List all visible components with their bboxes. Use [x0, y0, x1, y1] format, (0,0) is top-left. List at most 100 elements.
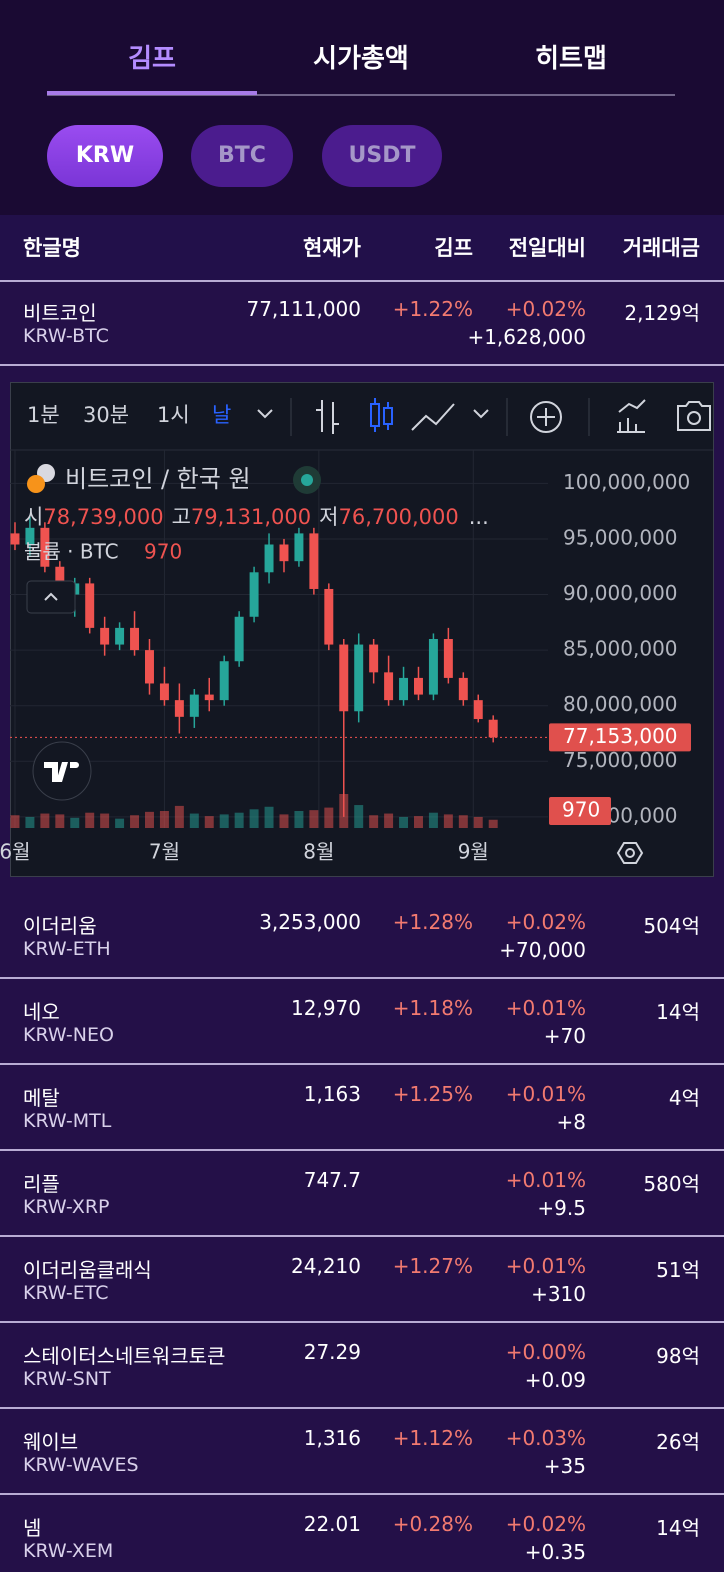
volume-bar — [204, 816, 214, 828]
volume-bar — [458, 815, 468, 828]
volume-bar — [369, 815, 379, 828]
chart-frame — [10, 382, 714, 877]
price: 77,111,000 — [246, 297, 361, 321]
coin-name: 웨이브 — [23, 1430, 79, 1454]
change-abs: +35 — [543, 1454, 586, 1478]
y-tick-label: 95,000,000 — [563, 525, 678, 549]
tab[interactable]: 시가총액 — [313, 44, 409, 74]
volume-bar — [70, 817, 80, 828]
change-abs: +0.09 — [524, 1368, 586, 1392]
volume-bar — [428, 812, 438, 828]
interval-button[interactable]: 1시 — [157, 403, 190, 427]
row-divider — [0, 364, 724, 366]
candle-body — [264, 544, 274, 573]
currency-button[interactable]: KRW — [47, 125, 163, 187]
candle-body — [204, 694, 214, 701]
interval-button[interactable]: 30분 — [83, 403, 129, 427]
coin-name: 스테이터스네트워크토큰 — [23, 1344, 226, 1368]
ohlc-value: 78,739,000 — [43, 505, 163, 529]
kimp: +1.18% — [392, 996, 473, 1020]
toolbar-icon — [411, 403, 455, 431]
volume-bar — [25, 816, 35, 828]
coin-ticker: KRW-ETH — [23, 938, 111, 960]
coin-ticker: KRW-MTL — [23, 1110, 112, 1132]
volume-bar — [384, 813, 394, 828]
change-pct: +0.00% — [505, 1340, 586, 1364]
candle-body — [100, 627, 110, 645]
kimp: +1.12% — [392, 1426, 473, 1450]
row-divider — [0, 1321, 724, 1323]
volume-legend-label: 볼륨 · BTC — [24, 540, 119, 564]
toolbar-icon — [473, 409, 489, 419]
volume-legend-value: 970 — [144, 540, 182, 564]
volume-bar — [130, 815, 140, 828]
coin-ticker: KRW-XEM — [23, 1540, 114, 1562]
candle-body — [488, 719, 498, 738]
coin-ticker: KRW-XRP — [23, 1196, 110, 1218]
toolbar-icon — [617, 399, 646, 433]
candle-body — [339, 644, 349, 712]
tab[interactable]: 김프 — [128, 44, 176, 74]
interval-button[interactable]: 1분 — [27, 403, 60, 427]
collapse-button[interactable] — [26, 580, 76, 614]
change-pct: +0.02% — [505, 910, 586, 934]
change-abs: +70 — [543, 1024, 586, 1048]
row-divider — [0, 1235, 724, 1237]
trade-volume: 2,129억 — [624, 301, 700, 325]
column-header: 한글명 — [23, 236, 81, 260]
toolbar-icon — [530, 401, 562, 433]
price: 12,970 — [291, 996, 361, 1020]
trade-volume: 14억 — [656, 1000, 700, 1024]
candle-body — [369, 644, 379, 673]
change-abs: +0.35 — [524, 1540, 586, 1564]
candle-body — [130, 627, 140, 651]
ohlc-value: 79,131,000 — [191, 505, 311, 529]
kimp: +1.22% — [392, 297, 473, 321]
symbol-title: 비트코인 / 한국 원 — [65, 465, 251, 493]
volume-bar — [473, 816, 483, 828]
candle-body — [249, 572, 259, 617]
currency-button[interactable]: USDT — [322, 125, 442, 187]
settings-icon — [616, 842, 644, 864]
candle-body — [219, 661, 229, 701]
row-divider — [0, 1407, 724, 1409]
candle-body — [25, 527, 35, 545]
settings-icon — [625, 848, 635, 858]
tv-logo-mark — [44, 762, 79, 782]
volume-bar — [115, 818, 125, 828]
price: 1,316 — [303, 1426, 361, 1450]
interval-button[interactable]: 날 — [212, 403, 231, 427]
trade-volume: 4억 — [668, 1086, 700, 1110]
ohlc-value: 76,700,000 — [338, 505, 458, 529]
candle-body — [115, 627, 125, 645]
coin-ticker: KRW-NEO — [23, 1024, 114, 1046]
price: 747.7 — [303, 1168, 361, 1192]
candle-body — [294, 533, 304, 562]
volume-bar — [189, 813, 199, 828]
coin-ticker: KRW-ETC — [23, 1282, 109, 1304]
change-pct: +0.02% — [505, 297, 586, 321]
candle-body — [309, 533, 319, 589]
x-tick-label: 7월 — [149, 840, 180, 864]
tab[interactable]: 히트맵 — [535, 44, 607, 74]
currency-button[interactable]: BTC — [191, 125, 293, 187]
volume-bar — [279, 814, 289, 828]
volume-bar — [10, 815, 20, 828]
candle-body — [413, 677, 423, 695]
coin-name: 이더리움 — [23, 914, 97, 938]
coin-ticker: KRW-SNT — [23, 1368, 111, 1390]
coin-name: 비트코인 — [23, 301, 97, 325]
trade-volume: 98억 — [656, 1344, 700, 1368]
kimp: +0.28% — [392, 1512, 473, 1536]
y-tick-label: 90,000,000 — [563, 581, 678, 605]
volume-bar — [413, 816, 423, 828]
kimp: +1.28% — [392, 910, 473, 934]
y-tick-label: 100,000,000 — [563, 470, 690, 494]
candle-body — [10, 533, 20, 545]
price: 24,210 — [291, 1254, 361, 1278]
volume-bar — [324, 807, 334, 828]
change-abs: +1,628,000 — [467, 325, 586, 349]
volume-tag — [549, 797, 611, 825]
change-abs: +310 — [531, 1282, 586, 1306]
